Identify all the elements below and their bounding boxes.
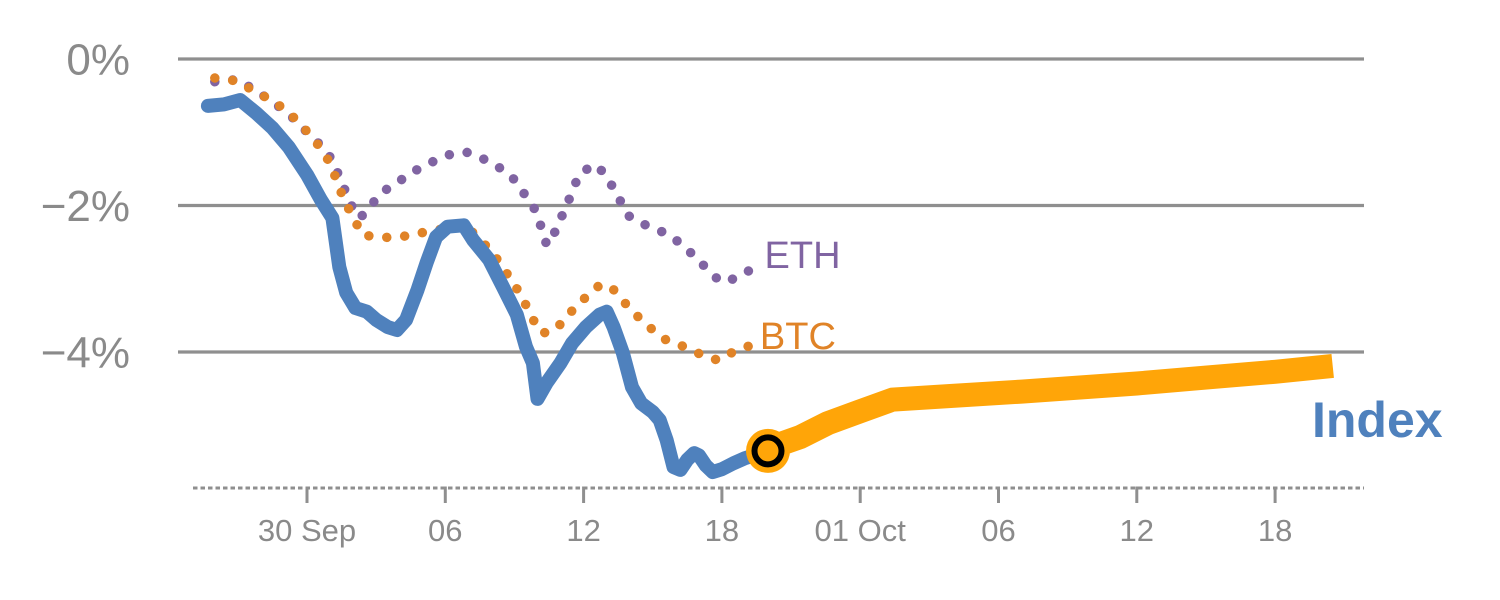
series-label-btc: BTC [760,316,836,358]
y-tick-label-2: −4% [41,329,130,378]
series-index-projection-line [762,353,1334,462]
x-tick-label-5: 06 [981,513,1015,548]
x-tick-label-0: 30 Sep [258,513,356,548]
y-tick-label-1: −2% [41,182,130,231]
series-eth-line [210,74,762,288]
x-tick-label-1: 06 [428,513,462,548]
x-tick-label-4: 01 Oct [815,513,907,548]
series-index-line [200,93,775,480]
x-tick-label-2: 12 [566,513,600,548]
x-tick-label-6: 12 [1120,513,1154,548]
series-btc-line [210,73,764,365]
current-point-marker-ring [751,434,785,468]
series-label-index: Index [1312,392,1443,448]
y-tick-label-0: 0% [66,36,130,85]
x-tick-label-3: 18 [705,513,739,548]
x-tick-label-7: 18 [1258,513,1292,548]
series-label-eth: ETH [765,235,841,277]
